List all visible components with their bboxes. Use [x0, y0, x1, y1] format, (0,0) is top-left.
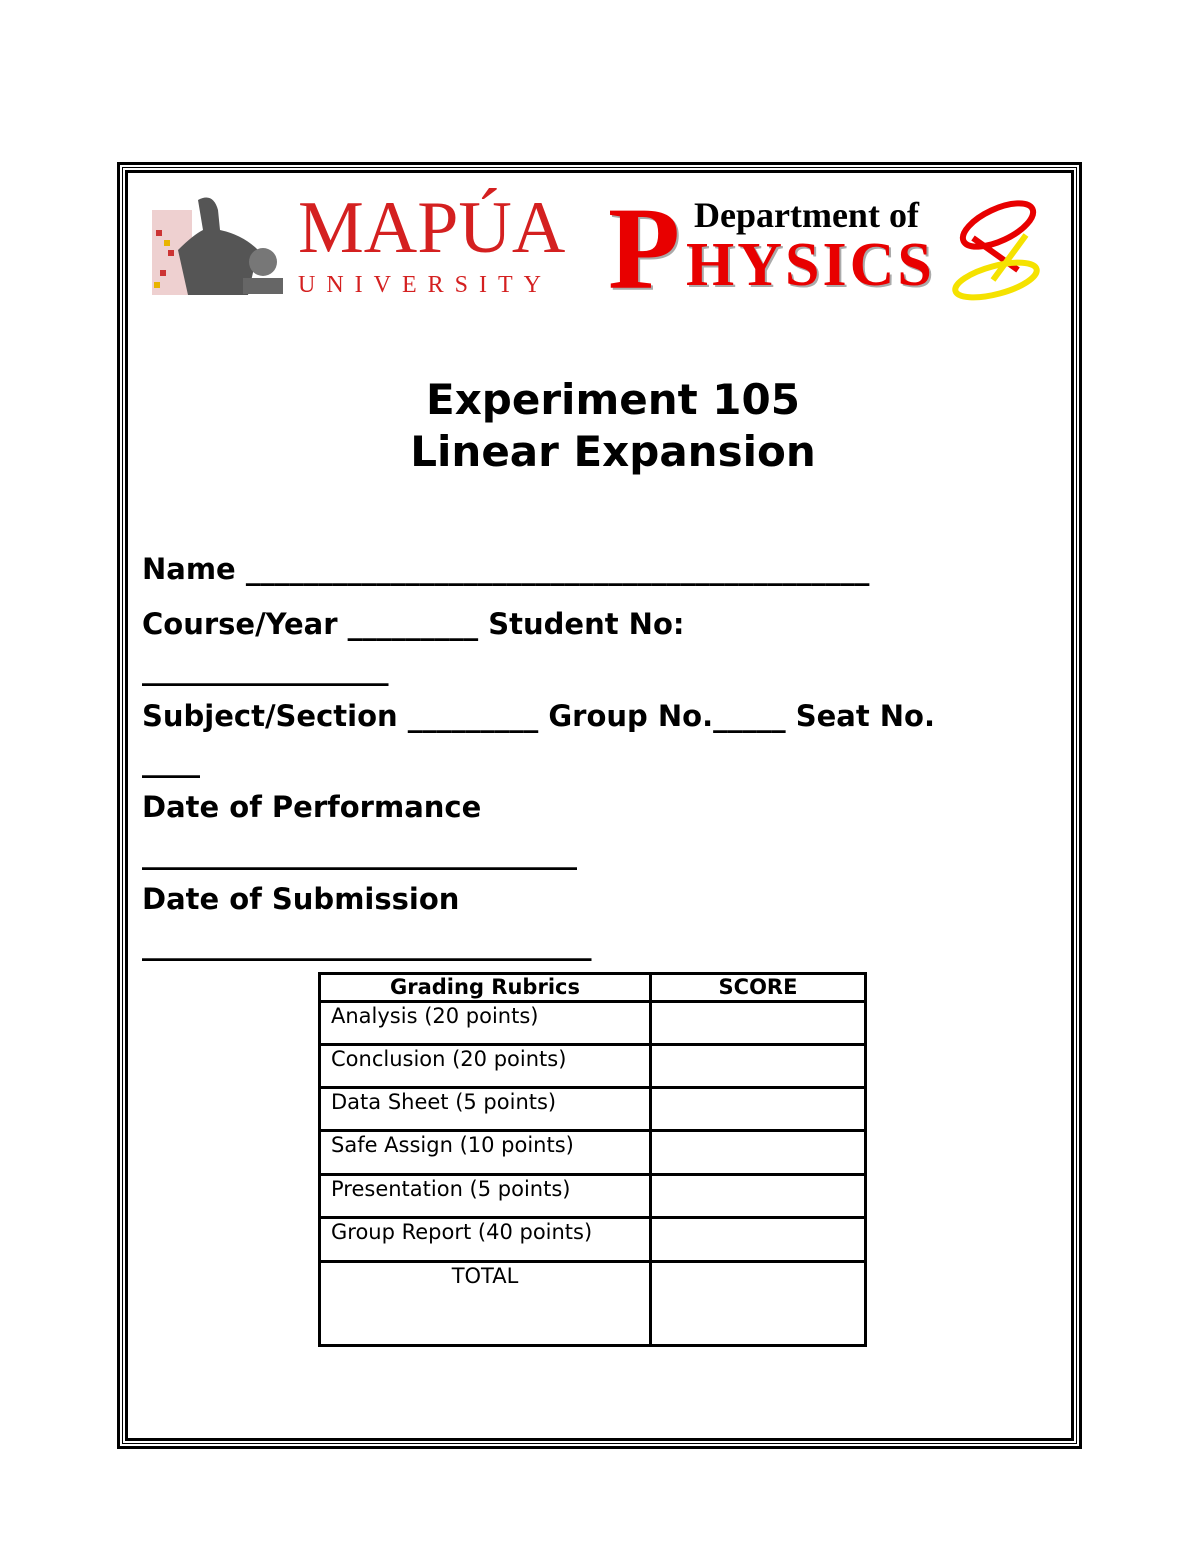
score-cell[interactable] [649, 1216, 867, 1263]
total-score-cell[interactable] [649, 1260, 867, 1347]
table-row: Data Sheet (5 points) [318, 1086, 867, 1132]
rubric-label: Presentation (5 points) [318, 1173, 652, 1219]
score-cell[interactable] [649, 1043, 867, 1089]
score-cell[interactable] [649, 1000, 867, 1046]
rubric-label: Conclusion (20 points) [318, 1043, 652, 1089]
experiment-number: Experiment 105 [426, 375, 800, 424]
table-row: Group Report (40 points) [318, 1216, 867, 1263]
physics-initial: P [608, 183, 681, 314]
rubric-label: Analysis (20 points) [318, 1000, 652, 1046]
document-title: Experiment 105 Linear Expansion [0, 374, 1200, 478]
date-submission-field[interactable]: _______________________________ [142, 927, 592, 961]
subject-section-field[interactable]: Subject/Section _________ Group No._____… [142, 699, 935, 733]
university-name: MAPÚA [298, 187, 566, 269]
date-submission-label: Date of Submission [142, 882, 460, 916]
name-field[interactable]: Name ___________________________________… [142, 552, 870, 586]
experiment-name: Linear Expansion [410, 427, 816, 476]
table-header: Grading Rubrics SCORE [318, 972, 867, 1003]
university-subtitle: UNIVERSITY [298, 272, 552, 298]
total-row: TOTAL [318, 1260, 867, 1347]
seat-no-field[interactable]: ____ [142, 744, 200, 778]
page-border-outer [117, 162, 1082, 1449]
department-of-text: Department of [694, 195, 919, 235]
page-border-middle [122, 167, 1077, 1444]
student-no-field[interactable]: _________________ [142, 652, 389, 686]
score-cell[interactable] [649, 1173, 867, 1219]
mapua-physics-logo: MAPÚA UNIVERSITY P Department of HYSICS [148, 183, 1048, 314]
page-border-inner [125, 170, 1074, 1441]
rubric-label: Safe Assign (10 points) [318, 1129, 652, 1176]
date-performance-field[interactable]: ______________________________ [142, 836, 577, 870]
physics-text: HYSICS [686, 231, 935, 299]
header-rubrics: Grading Rubrics [318, 972, 652, 1003]
table-row: Presentation (5 points) [318, 1173, 867, 1219]
score-cell[interactable] [649, 1129, 867, 1176]
header-score: SCORE [649, 972, 867, 1003]
table-row: Analysis (20 points) [318, 1000, 867, 1046]
course-year-field[interactable]: Course/Year _________ Student No: [142, 607, 685, 641]
logo-graphics [152, 197, 1040, 301]
rubric-label: Data Sheet (5 points) [318, 1086, 652, 1132]
table-row: Conclusion (20 points) [318, 1043, 867, 1089]
table-row: Safe Assign (10 points) [318, 1129, 867, 1176]
score-cell[interactable] [649, 1086, 867, 1132]
total-label: TOTAL [318, 1260, 652, 1347]
physics-rings-icon [952, 200, 1040, 301]
grading-rubrics-table: Grading Rubrics SCORE Analysis (20 point… [318, 972, 867, 1347]
mapua-seal-icon [152, 197, 283, 295]
date-performance-label: Date of Performance [142, 790, 482, 824]
rubric-label: Group Report (40 points) [318, 1216, 652, 1263]
